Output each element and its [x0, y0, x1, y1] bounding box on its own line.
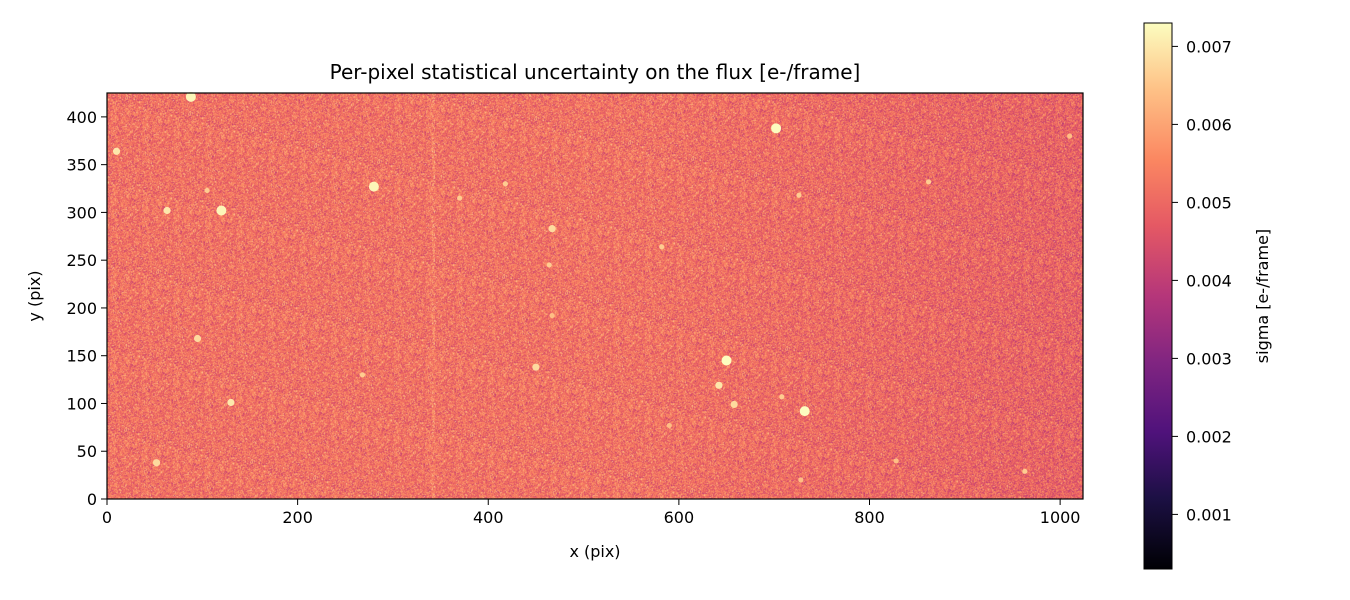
- bright-spot: [532, 363, 540, 371]
- bright-spot: [216, 205, 227, 216]
- bright-spot: [204, 187, 210, 194]
- colorbar-tick-label: 0.001: [1186, 505, 1232, 524]
- x-tick-label: 600: [664, 508, 695, 527]
- bright-spot: [779, 394, 785, 400]
- bright-spot: [549, 312, 555, 319]
- bright-spot: [771, 123, 782, 134]
- plot-area: [106, 91, 1084, 500]
- bright-spot: [893, 458, 899, 464]
- bright-spot: [548, 225, 556, 233]
- bright-spot: [799, 406, 810, 417]
- x-tick-label: 1000: [1040, 508, 1081, 527]
- bright-spot: [502, 181, 509, 187]
- bright-spot: [193, 334, 202, 343]
- bright-spot: [457, 195, 463, 201]
- bright-spot: [730, 400, 738, 409]
- x-tick-label: 200: [282, 508, 313, 527]
- colorbar-ticks: 0.001 0.002 0.003 0.004 0.005 0.006 0.007: [1172, 37, 1232, 524]
- bright-spot: [163, 206, 171, 215]
- x-axis: 0 200 400 600 800 1000: [102, 499, 1081, 527]
- y-axis-label: y (pix): [25, 270, 44, 321]
- y-tick-label: 200: [66, 299, 97, 318]
- bright-spot: [185, 91, 196, 102]
- colorbar-tick-label: 0.007: [1186, 37, 1232, 56]
- colorbar: 0.001 0.002 0.003 0.004 0.005 0.006 0.007 sigm…: [1143, 22, 1272, 570]
- bright-spot: [359, 372, 366, 378]
- bright-spot: [152, 459, 161, 467]
- colorbar-tick-label: 0.002: [1186, 427, 1232, 446]
- bright-spot: [666, 422, 672, 429]
- bright-spot: [721, 355, 732, 366]
- y-axis: 0 50 100 150 200 250 300 350 400: [66, 108, 107, 509]
- x-tick-label: 0: [102, 508, 112, 527]
- y-tick-label: 0: [87, 490, 97, 509]
- y-tick-label: 400: [66, 108, 97, 127]
- bright-spot: [798, 477, 804, 483]
- colorbar-label: sigma [e-/frame]: [1253, 229, 1272, 363]
- y-tick-label: 300: [66, 203, 97, 222]
- y-tick-label: 150: [66, 347, 97, 366]
- colorbar-tick-label: 0.004: [1186, 271, 1232, 290]
- bright-spot: [1067, 133, 1073, 139]
- y-tick-label: 50: [77, 442, 97, 461]
- colorbar-tick-label: 0.003: [1186, 349, 1232, 368]
- colorbar-tick-label: 0.005: [1186, 193, 1232, 212]
- bright-spot: [546, 262, 552, 268]
- heatmap-image-wrapper: [107, 93, 1083, 499]
- bright-spot: [368, 181, 379, 192]
- bright-spot: [796, 192, 802, 198]
- chart-title: Per-pixel statistical uncertainty on the…: [330, 60, 861, 84]
- bright-spot: [112, 147, 121, 155]
- bright-spot: [659, 244, 665, 250]
- colorbar-tick-label: 0.006: [1186, 115, 1232, 134]
- x-axis-label: x (pix): [569, 542, 620, 561]
- bright-spot: [925, 179, 932, 185]
- x-tick-label: 800: [854, 508, 885, 527]
- y-tick-label: 100: [66, 394, 97, 413]
- heatmap-image: [107, 93, 1083, 499]
- y-tick-label: 250: [66, 251, 97, 270]
- bright-spot: [715, 381, 723, 389]
- y-tick-label: 350: [66, 156, 97, 175]
- plot-frame: [106, 92, 1084, 500]
- bright-spots: [112, 91, 1073, 483]
- bright-spot: [227, 398, 235, 407]
- bright-spot: [1022, 468, 1028, 474]
- x-tick-label: 400: [473, 508, 504, 527]
- colorbar-gradient: [1143, 22, 1173, 570]
